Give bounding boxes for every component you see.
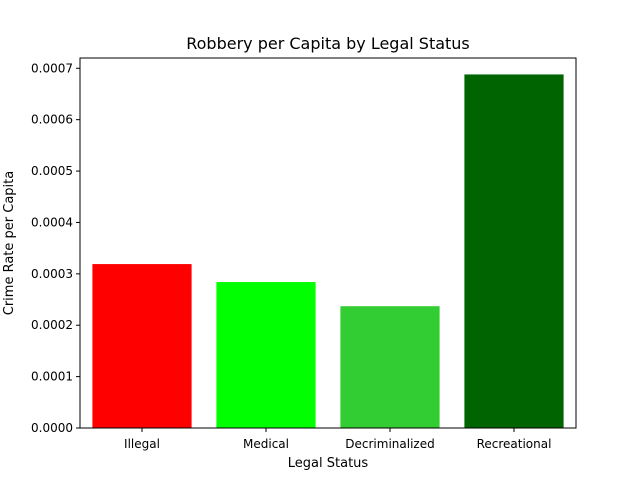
bars-layer	[92, 74, 564, 428]
bar-medical	[216, 282, 316, 428]
y-axis: 0.0000 0.0001 0.0002 0.0003 0.0004 0.0005 0.00…	[31, 61, 80, 435]
y-tick-label: 0.0005	[31, 164, 73, 178]
y-tick-label: 0.0004	[31, 215, 73, 229]
x-axis-label: Legal Status	[288, 456, 369, 471]
x-tick-label: Recreational	[477, 437, 552, 451]
x-tick-label: Medical	[243, 437, 289, 451]
x-tick-label: Decriminalized	[345, 437, 434, 451]
x-axis: Illegal Medical Decriminalized Recreational	[124, 428, 551, 451]
y-tick-label: 0.0002	[31, 318, 73, 332]
chart-title: Robbery per Capita by Legal Status	[186, 34, 470, 53]
bar-illegal	[92, 264, 192, 428]
y-axis-label: Crime Rate per Capita	[2, 171, 17, 315]
y-tick-label: 0.0000	[31, 421, 73, 435]
x-tick-label: Illegal	[124, 437, 160, 451]
y-tick-label: 0.0001	[31, 370, 73, 384]
y-tick-label: 0.0007	[31, 61, 73, 75]
y-tick-label: 0.0003	[31, 267, 73, 281]
y-tick-label: 0.0006	[31, 113, 73, 127]
plot-frame	[79, 57, 577, 429]
bar-recreational	[464, 74, 564, 428]
bar-decriminalized	[340, 306, 440, 428]
